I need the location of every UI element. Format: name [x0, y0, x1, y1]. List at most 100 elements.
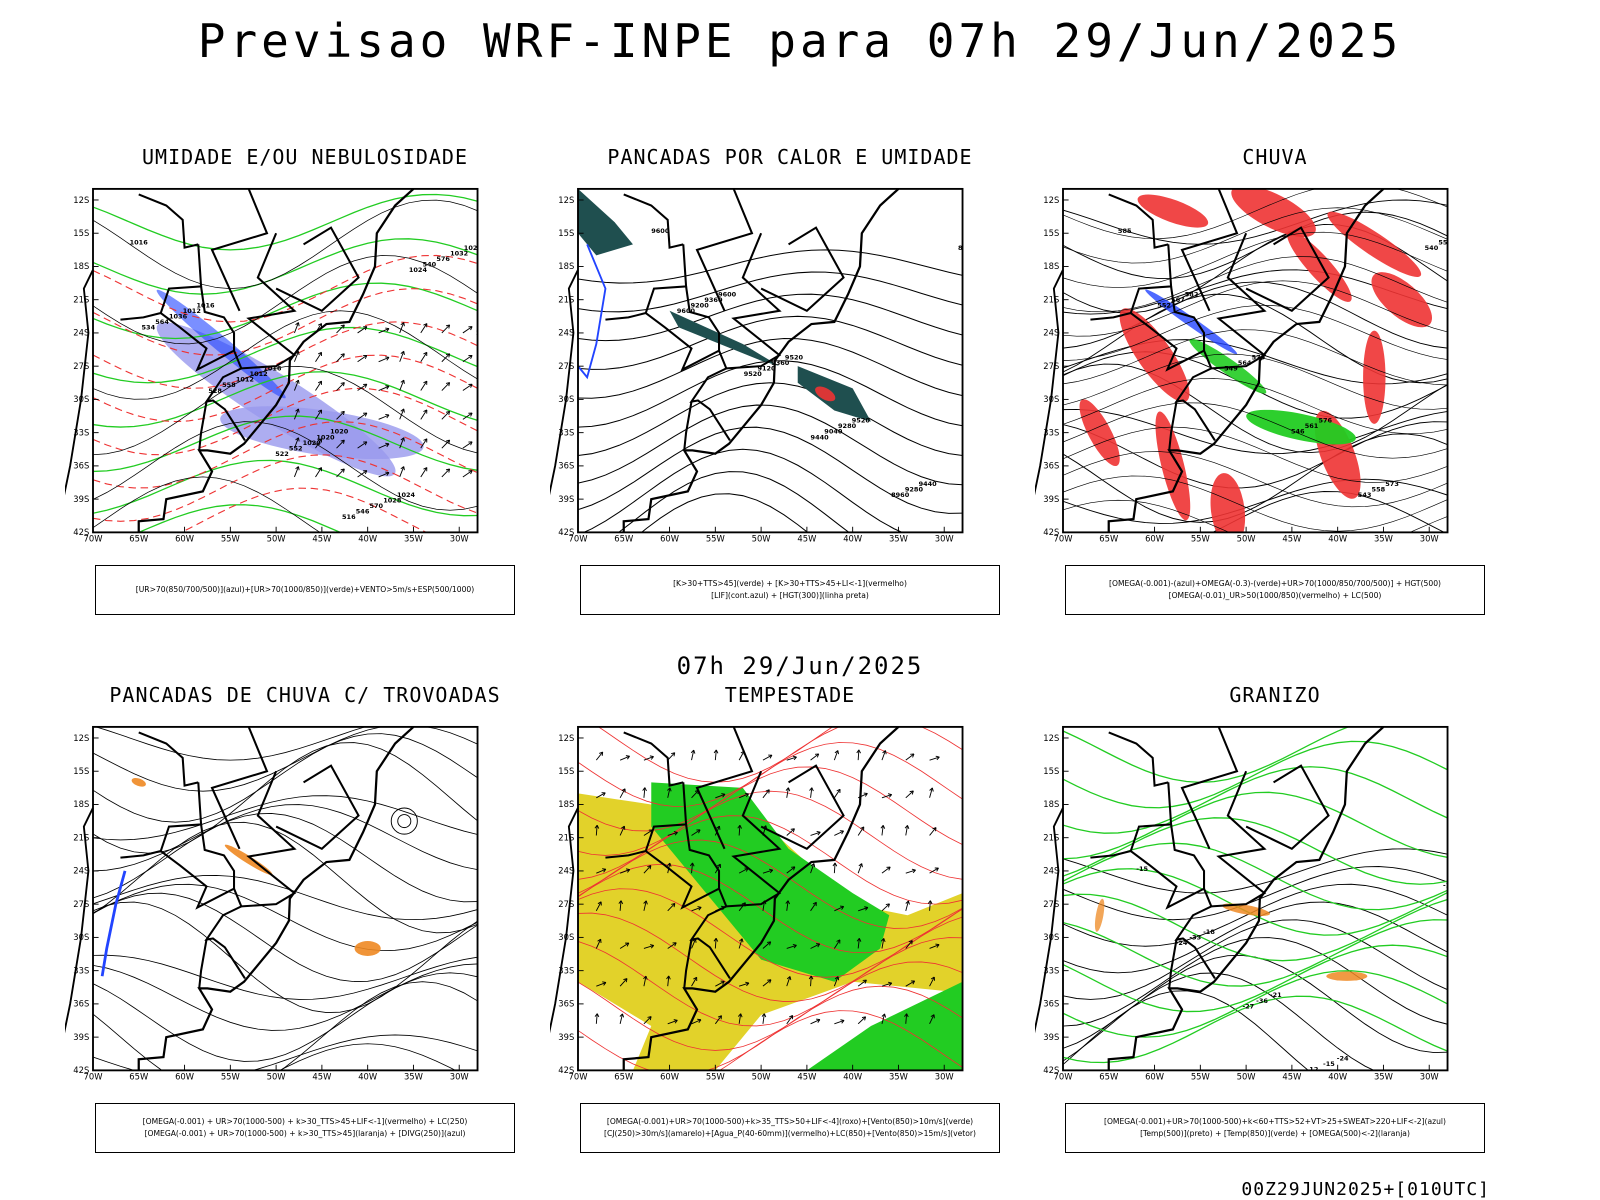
- wind-arrow: [317, 438, 322, 443]
- map-chuva: 5855825795765735705675645615585555525495…: [1035, 187, 1449, 544]
- contour-label: -15: [1136, 865, 1148, 873]
- wind-arrow: [445, 324, 451, 329]
- lat-label: 30S: [73, 932, 89, 942]
- wind-arrow: [336, 324, 345, 334]
- wind-vector: [768, 754, 773, 759]
- streamline: [1063, 188, 1448, 240]
- lon-label: 65W: [1099, 1072, 1118, 1082]
- wind-vector: [881, 938, 885, 949]
- country-border: [275, 226, 360, 313]
- lat-label: 27S: [558, 361, 574, 371]
- water-contour: [578, 742, 963, 832]
- wind-vector: [647, 1016, 652, 1021]
- temp500-contour: [1063, 919, 1448, 1000]
- wind-vector: [858, 863, 863, 868]
- wind-arrow: [462, 441, 473, 449]
- omega-area: [1094, 898, 1105, 932]
- wind-vector: [810, 863, 815, 874]
- wind-vector: [594, 1013, 600, 1018]
- lat-label: 24S: [73, 328, 89, 338]
- lon-label: 55W: [1191, 1072, 1210, 1082]
- wind-vector: [716, 825, 721, 830]
- wind-arrow: [378, 472, 390, 478]
- lon-label: 70W: [84, 1072, 103, 1082]
- wind-arrow: [293, 408, 299, 420]
- wind-arrow: [400, 350, 405, 356]
- wind-arrow: [336, 468, 345, 478]
- temp850-contour: [1063, 970, 1448, 1038]
- wind-vector: [716, 863, 721, 868]
- wind-arrow: [399, 437, 405, 449]
- wind-arrow: [441, 468, 450, 478]
- panel-title: UMIDADE E/OU NEBULOSIDADE: [141, 145, 469, 169]
- wind-arrow: [399, 351, 405, 362]
- wind-vector: [935, 943, 940, 948]
- contour-label: 528: [208, 387, 222, 395]
- coastline: [550, 807, 579, 1034]
- wind-vector: [762, 869, 773, 874]
- wind-vector: [714, 749, 717, 761]
- coastline: [622, 188, 900, 533]
- streamline: [1063, 353, 1448, 410]
- wind-arrow: [484, 386, 485, 390]
- lat-label: 33S: [73, 427, 89, 437]
- wind-vector: [619, 1013, 623, 1024]
- streamline: [93, 981, 478, 1071]
- lon-label: 40W: [843, 534, 862, 544]
- rain-area: [1119, 308, 1190, 402]
- lat-label: 15S: [558, 228, 574, 238]
- wind-vector: [667, 752, 676, 761]
- country-border: [683, 939, 693, 989]
- contour-label: 9520: [785, 354, 804, 362]
- country-border: [689, 350, 731, 441]
- lon-label: 70W: [569, 534, 588, 544]
- lat-label: 21S: [558, 294, 574, 304]
- lat-label: 33S: [1043, 965, 1059, 975]
- wind-vector: [761, 1013, 767, 1018]
- wind-vector: [691, 790, 699, 799]
- wind-vector: [619, 869, 630, 874]
- wind-vector: [888, 981, 893, 987]
- wind-arrow: [378, 443, 390, 449]
- wind-arrow: [462, 412, 473, 420]
- wind-arrow: [363, 326, 368, 331]
- lif-contour: [578, 243, 607, 380]
- contour-label: 12: [1309, 1065, 1318, 1073]
- contour-label: 9440: [919, 480, 938, 488]
- pressure-contour: [93, 421, 478, 511]
- lon-label: 70W: [1054, 534, 1073, 544]
- lon-label: 65W: [129, 534, 148, 544]
- contour-label: 1032: [450, 249, 468, 257]
- wind-arrow: [399, 408, 405, 420]
- wind-vector: [929, 787, 933, 798]
- wind-vector: [905, 900, 910, 905]
- map-granizo: -15-18-21-24-27-30-33-36-15-18-21-24-271…: [1035, 725, 1449, 1082]
- wind-vector: [714, 938, 717, 949]
- legend-box: [OMEGA(-0.001) + UR>70(1000-500) + k>30_…: [95, 1103, 515, 1153]
- wind-arrow: [423, 438, 428, 443]
- wind-vector: [786, 787, 789, 798]
- lon-label: 40W: [1328, 534, 1347, 544]
- contour-label: -36: [1256, 997, 1268, 1005]
- lat-label: 15S: [1043, 766, 1059, 776]
- wind-vector: [929, 976, 935, 987]
- country-border: [1168, 939, 1178, 989]
- wind-vector: [621, 788, 626, 793]
- wind-vector: [714, 1015, 722, 1025]
- contour-label: 540: [1425, 244, 1439, 252]
- wind-arrow: [385, 471, 390, 476]
- contour-label: 516: [342, 513, 356, 521]
- contour-label: 9360: [771, 359, 790, 367]
- map-fields: [578, 726, 963, 1071]
- wind-arrow: [462, 383, 473, 391]
- legend-box: [OMEGA(-0.001)-(azul)+OMEGA(-0.3)-(verde…: [1065, 565, 1485, 615]
- wind-vector: [673, 1019, 678, 1024]
- wind-arrow: [468, 441, 473, 446]
- lat-label: 36S: [558, 999, 574, 1009]
- contour-label: 552: [1157, 301, 1171, 309]
- wind-vector: [643, 945, 654, 949]
- water-contour: [718, 1010, 963, 1071]
- wind-arrow: [423, 467, 428, 472]
- wind-vector: [768, 868, 774, 874]
